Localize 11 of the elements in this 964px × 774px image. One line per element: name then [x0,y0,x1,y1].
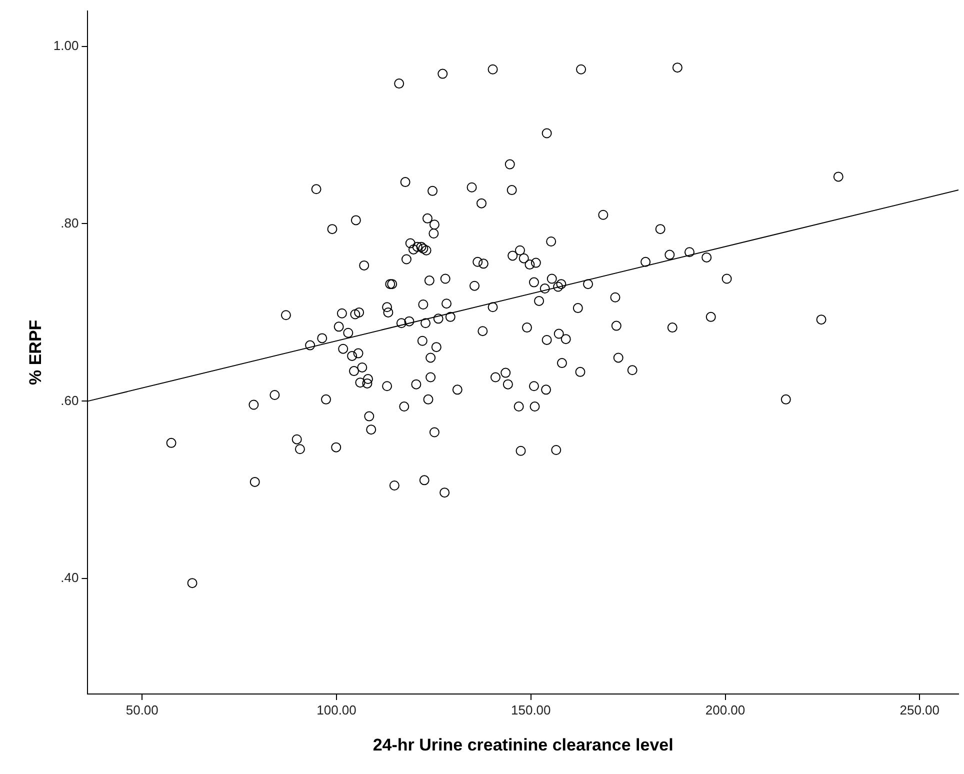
x-tick-label: 100.00 [316,702,356,718]
y-tick-label: 1.00 [53,38,79,53]
x-tick-label: 50.00 [126,702,158,718]
y-tick-label: .60 [60,392,79,408]
x-axis-title: 24-hr Urine creatinine clearance level [372,735,674,754]
y-tick-label: .80 [60,215,79,230]
y-tick-label: .40 [60,570,79,586]
x-tick-label: 250.00 [900,702,940,718]
y-axis-title: % ERPF [26,320,45,385]
x-tick-label: 150.00 [510,702,551,718]
x-tick-label: 200.00 [705,702,746,718]
